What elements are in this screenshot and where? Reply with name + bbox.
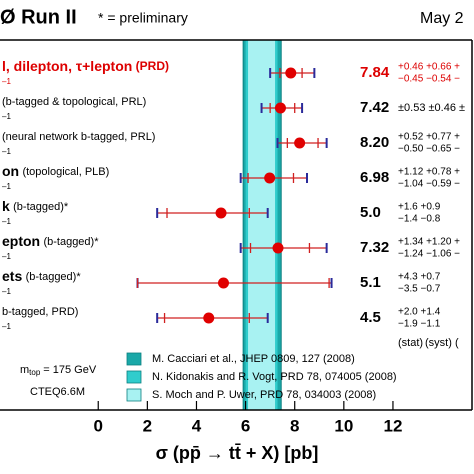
x-tick-label: 12 [383,416,402,435]
row-label: k (b-tagged)* [2,198,69,214]
row-label-detail: (topological, PLB) [22,166,109,178]
data-point [294,137,306,149]
row-sublabel: –1 [2,112,11,121]
x-tick-label: 6 [241,416,250,435]
uncertainty-upper: +0.46 +0.66 + [398,62,460,73]
theory-band [248,40,276,410]
value-label: 7.84 [360,64,390,81]
x-tick-label: 10 [334,416,353,435]
mass-value: = 175 GeV [43,364,97,376]
value-label: 4.5 [360,309,381,326]
uncertainty-lower: −1.9 −1.1 [398,319,441,330]
uncertainty-lower: −0.45 −0.54 − [398,74,460,85]
row-sublabel: –1 [2,217,11,226]
x-tick-label: 2 [143,416,152,435]
uncertainty-upper: +1.6 +0.9 [398,202,441,213]
row-label-detail: b-tagged, PRD) [2,306,78,318]
row-label-detail: (b-tagged)* [43,236,99,248]
row-label: (neural network b-tagged, PRL) [2,131,155,143]
row-sublabel: –1 [2,147,11,156]
uncertainty-upper: +1.34 +1.20 + [398,237,460,248]
row-label: epton (b-tagged)* [2,233,99,249]
row-label-bold: on [2,163,19,179]
legend-swatch [126,388,142,402]
data-point [264,172,276,184]
row-label-bold: ets [2,268,22,284]
uncertainty-lower: −1.24 −1.06 − [398,249,460,260]
value-label: 7.32 [360,239,389,256]
value-label: 5.0 [360,204,381,221]
row-label-detail: (neural network b-tagged, PRL) [2,131,155,143]
data-point [203,312,215,324]
row-label-detail: (b-tagged)* [13,201,69,213]
row-sublabel: –1 [2,322,11,331]
row-label-bold: k [2,198,10,214]
value-label: 5.1 [360,274,381,291]
x-tick-label: 0 [94,416,103,435]
legend-label: M. Cacciari et al., JHEP 0809, 127 (2008… [152,353,355,365]
mass-symbol: m [20,364,29,376]
value-label: 6.98 [360,169,389,186]
mass-sub: top [29,368,41,377]
date: May 2 [420,10,464,27]
data-point [217,277,229,289]
x-axis-title: σ (pp̄ → tt̄ + X) [pb] [156,443,319,463]
column-label: ( [455,337,459,349]
column-label: (stat) [398,337,423,349]
data-point [285,67,297,79]
row-label: ets (b-tagged)* [2,268,81,284]
row-label-bold: epton [2,233,40,249]
x-tick-label: 4 [192,416,202,435]
row-label: on (topological, PLB) [2,163,109,179]
pdf-note: CTEQ6.6M [30,386,85,398]
uncertainty-lower: −1.4 −0.8 [398,214,441,225]
uncertainty-lower: −3.5 −0.7 [398,284,441,295]
uncertainty-lower: −0.50 −0.65 − [398,144,460,155]
uncertainty-upper: +4.3 +0.7 [398,272,441,283]
value-label: 8.20 [360,134,389,151]
legend-label: S. Moch and P. Uwer, PRD 78, 034003 (200… [152,389,376,401]
uncertainty-upper: +0.52 +0.77 + [398,132,460,143]
mass-note: mtop = 175 GeV [20,364,97,377]
legend-swatch [126,352,142,366]
uncertainty-upper: +1.12 +0.78 + [398,167,460,178]
uncertainty: ±0.53 ±0.46 ± [398,102,465,114]
row-label-detail: (b-tagged)* [26,271,82,283]
subtitle: * = preliminary [98,10,188,26]
row-label: (b-tagged & topological, PRL) [2,96,146,108]
chart-title: Ø Run II [0,6,77,28]
uncertainty-lower: −1.04 −0.59 − [398,179,460,190]
value-label: 7.42 [360,99,389,116]
legend-label: N. Kidonakis and R. Vogt, PRD 78, 074005… [152,371,397,383]
uncertainty-upper: +2.0 +1.4 [398,307,441,318]
data-point [274,102,286,114]
column-label: (syst) [425,337,452,349]
row-label-bold: l, dilepton, τ+lepton [2,58,132,74]
row-label: b-tagged, PRD) [2,306,78,318]
data-point [215,207,227,219]
row-sublabel: –1 [2,77,11,86]
row-label-detail: (b-tagged & topological, PRL) [2,96,146,108]
row-sublabel: –1 [2,182,11,191]
x-tick-label: 8 [290,416,299,435]
row-label-detail: (PRD) [136,59,169,73]
row-sublabel: –1 [2,287,11,296]
row-label: l, dilepton, τ+lepton (PRD) [2,58,169,74]
legend-swatch [126,370,142,384]
data-point [272,242,284,254]
row-sublabel: –1 [2,252,11,261]
